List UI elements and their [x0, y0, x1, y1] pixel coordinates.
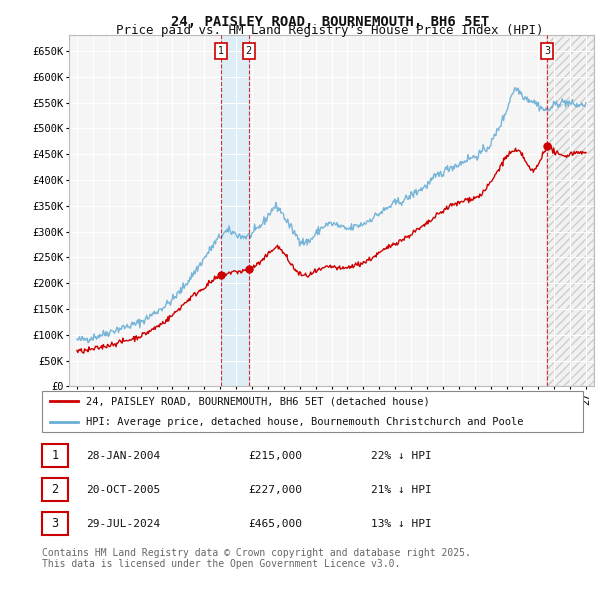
Text: 13% ↓ HPI: 13% ↓ HPI [371, 519, 431, 529]
Text: 28-JAN-2004: 28-JAN-2004 [86, 451, 160, 461]
FancyBboxPatch shape [41, 444, 68, 467]
Text: 1: 1 [218, 46, 224, 56]
Text: 20-OCT-2005: 20-OCT-2005 [86, 485, 160, 494]
FancyBboxPatch shape [41, 512, 68, 535]
Text: 21% ↓ HPI: 21% ↓ HPI [371, 485, 431, 494]
Text: 24, PAISLEY ROAD, BOURNEMOUTH, BH6 5ET (detached house): 24, PAISLEY ROAD, BOURNEMOUTH, BH6 5ET (… [86, 396, 430, 407]
FancyBboxPatch shape [41, 391, 583, 432]
Text: £465,000: £465,000 [248, 519, 302, 529]
Text: 22% ↓ HPI: 22% ↓ HPI [371, 451, 431, 461]
Text: 24, PAISLEY ROAD, BOURNEMOUTH, BH6 5ET: 24, PAISLEY ROAD, BOURNEMOUTH, BH6 5ET [171, 15, 489, 29]
Text: 3: 3 [544, 46, 550, 56]
Bar [547, 35, 594, 386]
Text: 3: 3 [52, 517, 59, 530]
Text: 2: 2 [245, 46, 252, 56]
Text: 1: 1 [52, 449, 59, 462]
Text: 29-JUL-2024: 29-JUL-2024 [86, 519, 160, 529]
Text: £215,000: £215,000 [248, 451, 302, 461]
FancyBboxPatch shape [41, 478, 68, 502]
Text: £227,000: £227,000 [248, 485, 302, 494]
Bar [547, 35, 594, 386]
Text: Contains HM Land Registry data © Crown copyright and database right 2025.
This d: Contains HM Land Registry data © Crown c… [41, 548, 470, 569]
Text: HPI: Average price, detached house, Bournemouth Christchurch and Poole: HPI: Average price, detached house, Bour… [86, 417, 524, 427]
Text: 2: 2 [52, 483, 59, 496]
Bar [221, 35, 249, 386]
Text: Price paid vs. HM Land Registry's House Price Index (HPI): Price paid vs. HM Land Registry's House … [116, 24, 544, 37]
